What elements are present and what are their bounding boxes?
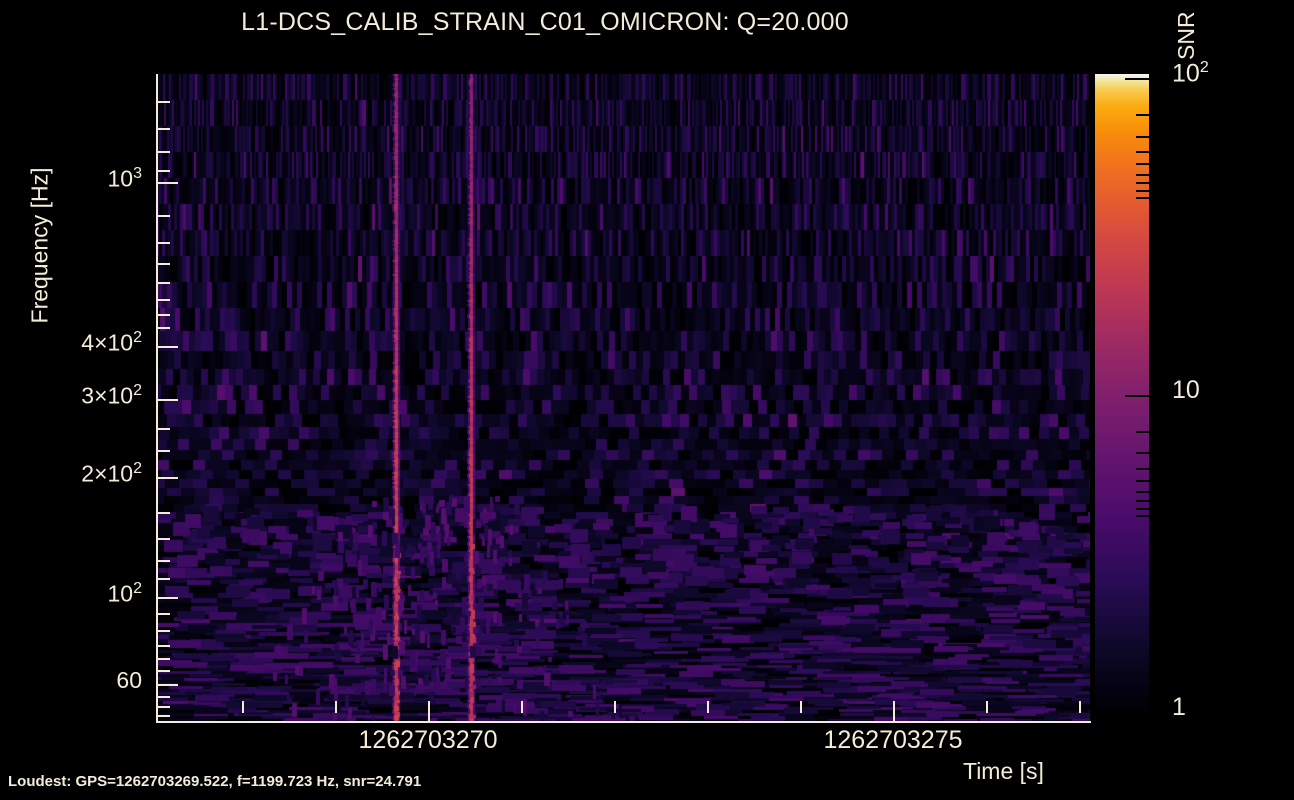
spectrogram-canvas [157,74,1090,722]
y-axis-label: Frequency [Hz] [26,167,53,324]
colorbar-minor-tick [1136,452,1149,454]
y-axis-major-tick [158,346,178,348]
x-axis-tick-label: 1262703275 [823,726,963,754]
y-axis-minor-tick [158,715,170,717]
colorbar-major-tick [1125,395,1149,397]
colorbar-minor-tick [1136,491,1149,493]
colorbar-tick-label: 1 [1172,693,1186,721]
colorbar-tick-label: 102 [1172,59,1209,88]
y-axis-minor-tick [158,128,170,130]
colorbar-minor-tick [1136,136,1149,138]
y-axis-major-tick [158,182,178,184]
y-axis-minor-tick [158,450,170,452]
x-axis-minor-tick [521,701,523,713]
y-axis-minor-tick [158,314,170,316]
colorbar-minor-tick [1136,190,1149,192]
y-axis-minor-tick [158,578,170,580]
y-axis-major-tick [158,399,178,401]
x-axis-minor-tick [335,701,337,713]
y-axis-minor-tick [158,263,170,265]
colorbar-minor-tick [1136,508,1149,510]
colorbar-minor-tick [1136,500,1149,502]
y-axis-major-tick [158,477,178,479]
x-axis-minor-tick [800,701,802,713]
colorbar-minor-tick [1136,431,1149,433]
y-axis-major-tick [158,684,178,686]
colorbar-minor-tick [1136,515,1149,517]
colorbar [1095,74,1149,712]
colorbar-gradient [1095,74,1149,712]
x-axis-minor-tick [1079,701,1081,713]
x-axis-major-tick [428,701,430,721]
y-axis-minor-tick [158,645,170,647]
x-axis-minor-tick [986,701,988,713]
y-axis-minor-tick [158,215,170,217]
colorbar-label: SNR [1173,11,1199,60]
colorbar-minor-tick [1136,468,1149,470]
colorbar-major-tick [1125,78,1149,80]
x-axis-minor-tick [242,701,244,713]
x-axis-minor-tick [614,701,616,713]
y-axis-minor-tick [158,670,170,672]
y-axis-tick-label: 3×102 [81,382,142,409]
x-axis-label: Time [s] [963,758,1044,784]
y-axis-minor-tick [158,327,170,329]
y-axis-minor-tick [158,282,170,284]
y-axis-line [156,74,158,723]
loudest-event-annotation: Loudest: GPS=1262703269.522, f=1199.723 … [8,773,422,790]
spectrogram-image [157,74,1090,722]
colorbar-minor-tick [1136,174,1149,176]
colorbar-tick-label: 10 [1172,376,1200,404]
y-axis-minor-tick [158,696,170,698]
x-axis-tick-label: 1262703270 [358,726,498,754]
y-axis-minor-tick [158,658,170,660]
y-axis-minor-tick [158,428,170,430]
colorbar-minor-tick [1136,480,1149,482]
y-axis-tick-label: 2×102 [81,460,142,487]
y-axis-minor-tick [158,101,170,103]
colorbar-minor-tick [1136,197,1149,199]
page-title: L1-DCS_CALIB_STRAIN_C01_OMICRON: Q=20.00… [241,8,849,36]
y-axis-tick-label: 4×102 [81,329,142,356]
x-axis-minor-tick [707,701,709,713]
y-axis-minor-tick [158,151,170,153]
x-axis-line [156,721,1091,723]
spectrogram-plot-area [157,74,1090,722]
y-axis-minor-tick [158,613,170,615]
y-axis-minor-tick [158,512,170,514]
colorbar-minor-tick [1136,163,1149,165]
colorbar-minor-tick [1136,114,1149,116]
y-axis-tick-label: 102 [107,580,143,607]
y-axis-minor-tick [158,538,170,540]
y-axis-minor-tick [158,560,170,562]
y-axis-major-tick [158,597,178,599]
y-axis-tick-label: 60 [116,667,142,693]
y-axis-minor-tick [158,630,170,632]
colorbar-minor-tick [1136,182,1149,184]
y-axis-minor-tick [158,299,170,301]
colorbar-minor-tick [1136,151,1149,153]
y-axis-minor-tick [158,242,170,244]
y-axis-minor-tick [158,706,170,708]
y-axis-tick-label: 103 [107,165,143,192]
x-axis-major-tick [893,701,895,721]
y-axis-minor-tick [158,170,170,172]
